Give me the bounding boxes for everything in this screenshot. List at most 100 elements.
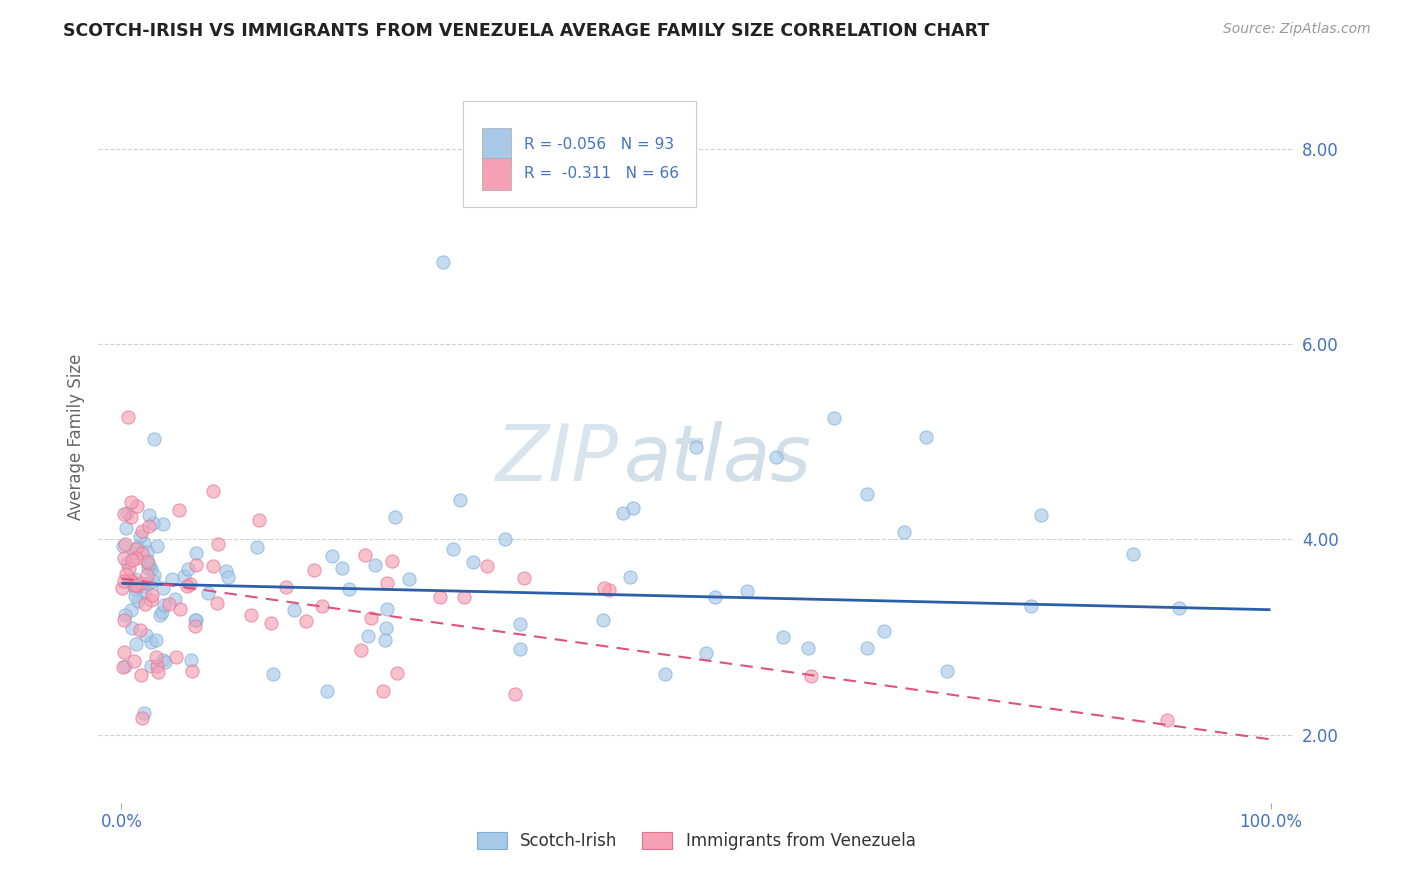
Point xyxy=(1029,508,1052,522)
Point xyxy=(495,532,517,546)
Point xyxy=(512,572,534,586)
Point xyxy=(856,486,879,500)
Text: Source: ZipAtlas.com: Source: ZipAtlas.com xyxy=(1223,22,1371,37)
Point xyxy=(142,567,165,582)
Point xyxy=(375,601,398,615)
Point xyxy=(146,659,169,673)
Point xyxy=(179,577,201,591)
Text: SCOTCH-IRISH VS IMMIGRANTS FROM VENEZUELA AVERAGE FAMILY SIZE CORRELATION CHART: SCOTCH-IRISH VS IMMIGRANTS FROM VENEZUEL… xyxy=(63,22,990,40)
Point xyxy=(374,632,396,647)
Point xyxy=(186,558,208,572)
Point xyxy=(127,594,149,608)
Point xyxy=(112,613,135,627)
Point xyxy=(163,592,186,607)
Point xyxy=(131,711,153,725)
Point xyxy=(120,603,142,617)
Point xyxy=(387,666,409,681)
Point xyxy=(111,660,134,674)
Point xyxy=(207,536,229,550)
Point xyxy=(375,576,398,591)
Point xyxy=(143,433,166,447)
Point xyxy=(134,579,156,593)
Point xyxy=(124,637,146,651)
FancyBboxPatch shape xyxy=(482,158,510,190)
Point xyxy=(695,647,717,661)
Legend: Scotch-Irish, Immigrants from Venezuela: Scotch-Irish, Immigrants from Venezuela xyxy=(470,825,922,856)
Point xyxy=(274,580,297,594)
Point xyxy=(1167,600,1189,615)
Point xyxy=(111,539,134,553)
Point xyxy=(283,603,305,617)
Point xyxy=(152,516,174,531)
Point xyxy=(142,574,165,588)
Point xyxy=(131,524,153,539)
Point xyxy=(124,572,146,586)
Point xyxy=(131,546,153,560)
Point xyxy=(124,582,146,596)
Point xyxy=(592,613,614,627)
Point xyxy=(357,629,380,643)
Point xyxy=(1122,547,1144,561)
Point xyxy=(125,540,148,554)
Point xyxy=(138,519,160,533)
FancyBboxPatch shape xyxy=(482,128,510,161)
Point xyxy=(121,574,143,589)
Point xyxy=(145,632,167,647)
Point xyxy=(240,607,263,622)
Point xyxy=(737,583,759,598)
Point xyxy=(321,549,343,563)
Point xyxy=(167,503,190,517)
Text: atlas: atlas xyxy=(624,421,813,497)
Point xyxy=(125,579,148,593)
Point xyxy=(262,667,284,681)
Point xyxy=(935,664,957,678)
Point xyxy=(134,597,156,611)
Point xyxy=(117,409,139,424)
Point xyxy=(176,579,198,593)
Point xyxy=(180,665,202,679)
Point xyxy=(136,556,159,570)
Point xyxy=(475,559,498,574)
Point xyxy=(350,643,373,657)
Point xyxy=(122,654,145,668)
Point xyxy=(893,525,915,540)
Point xyxy=(183,613,205,627)
Point xyxy=(461,555,484,569)
Point xyxy=(205,597,228,611)
Point xyxy=(184,619,207,633)
Point xyxy=(873,624,896,639)
Text: ZIP: ZIP xyxy=(495,421,619,497)
Point xyxy=(432,254,454,268)
Point xyxy=(149,607,172,622)
Point xyxy=(654,667,676,681)
Point xyxy=(169,602,191,616)
Point xyxy=(124,578,146,592)
Point xyxy=(120,495,142,509)
Point xyxy=(384,510,406,524)
Point xyxy=(129,668,152,682)
Point xyxy=(112,507,135,521)
Point xyxy=(145,649,167,664)
Point xyxy=(330,561,353,575)
Point xyxy=(148,665,170,679)
Point xyxy=(111,581,134,595)
Point xyxy=(122,546,145,560)
Point xyxy=(139,634,162,648)
Point xyxy=(441,542,464,557)
Point xyxy=(295,615,318,629)
Point xyxy=(152,653,174,667)
Point xyxy=(360,611,382,625)
Point xyxy=(184,613,207,627)
Point xyxy=(202,559,225,574)
Point xyxy=(823,410,845,425)
Point xyxy=(1156,713,1178,727)
Point xyxy=(157,597,180,611)
Point xyxy=(371,684,394,698)
Point xyxy=(135,545,157,559)
Point xyxy=(127,499,149,513)
Point xyxy=(354,548,377,562)
Point xyxy=(117,557,139,571)
Point xyxy=(364,558,387,572)
Point xyxy=(598,582,620,597)
Point xyxy=(121,553,143,567)
